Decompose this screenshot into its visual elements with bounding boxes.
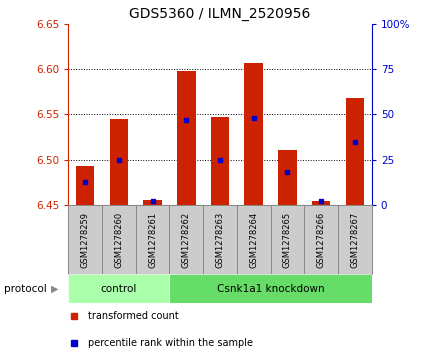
Bar xyxy=(102,205,136,274)
Bar xyxy=(278,150,297,205)
Bar xyxy=(169,274,372,303)
Bar xyxy=(68,274,169,303)
Bar xyxy=(338,205,372,274)
Text: GSM1278267: GSM1278267 xyxy=(350,212,359,268)
Bar xyxy=(346,98,364,205)
Bar xyxy=(143,200,162,205)
Bar xyxy=(312,201,330,205)
Bar xyxy=(203,205,237,274)
Bar xyxy=(304,205,338,274)
Bar xyxy=(271,205,304,274)
Bar xyxy=(211,117,229,205)
Bar xyxy=(68,205,102,274)
Text: GSM1278265: GSM1278265 xyxy=(283,212,292,268)
Bar xyxy=(237,205,271,274)
Text: GSM1278263: GSM1278263 xyxy=(216,212,224,268)
Bar xyxy=(177,71,195,205)
Bar xyxy=(169,205,203,274)
Bar xyxy=(76,166,94,205)
Text: Csnk1a1 knockdown: Csnk1a1 knockdown xyxy=(217,284,324,294)
Text: protocol: protocol xyxy=(4,284,47,294)
Bar xyxy=(245,63,263,205)
Text: transformed count: transformed count xyxy=(88,311,179,321)
Text: GSM1278262: GSM1278262 xyxy=(182,212,191,268)
Text: GSM1278261: GSM1278261 xyxy=(148,212,157,268)
Text: percentile rank within the sample: percentile rank within the sample xyxy=(88,338,253,348)
Text: GSM1278260: GSM1278260 xyxy=(114,212,123,268)
Text: control: control xyxy=(101,284,137,294)
Text: ▶: ▶ xyxy=(51,284,58,294)
Text: GSM1278266: GSM1278266 xyxy=(317,212,326,268)
Title: GDS5360 / ILMN_2520956: GDS5360 / ILMN_2520956 xyxy=(129,7,311,21)
Bar xyxy=(110,119,128,205)
Text: GSM1278259: GSM1278259 xyxy=(81,212,90,268)
Bar xyxy=(136,205,169,274)
Text: GSM1278264: GSM1278264 xyxy=(249,212,258,268)
